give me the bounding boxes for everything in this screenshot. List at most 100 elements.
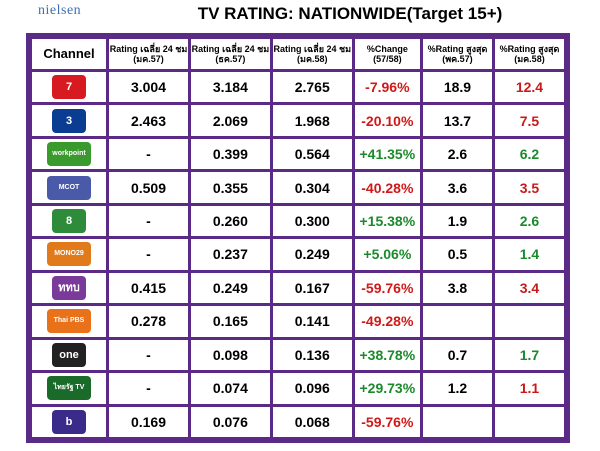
rating-jan57-cell: - [109,339,188,371]
rating-jan58-cell: 0.249 [272,239,352,270]
channel-logo-cell: b [32,406,106,437]
peak58-cell: 1.1 [494,373,564,404]
channel-logo-cell: MCOT [32,172,106,203]
channel-logo-icon: one [52,342,86,367]
change-cell: +15.38% [354,205,420,237]
change-cell: +29.73% [354,373,420,404]
peak57-cell: 2.6 [422,138,492,170]
header-change: %Change (57/58) [354,39,420,69]
channel-logo-cell: 3 [32,105,106,136]
rating-table: Channel Rating เฉลี่ย 24 ชม (มค.57) Rati… [29,36,567,440]
nielsen-logo: nielsen [38,3,82,18]
header-rating-dec57: Rating เฉลี่ย 24 ชม (ธค.57) [191,39,270,69]
rating-jan58-cell: 0.141 [272,306,352,337]
table-row: ไทยรัฐ TV -0.074 0.096 +29.73% 1.2 1.1 [32,373,564,404]
rating-jan58-cell: 2.765 [272,72,352,103]
channel-logo-cell: MONO29 [32,239,106,270]
channel-logo-icon: 3 [52,108,86,133]
table-row: 8-0.260 0.300 +15.38% 1.9 2.6 [32,205,564,237]
rating-jan58-cell: 0.096 [272,373,352,404]
change-cell: +5.06% [354,239,420,270]
peak57-cell: 1.9 [422,205,492,237]
channel-logo-cell: ททบ [32,272,106,304]
peak58-cell: 7.5 [494,105,564,136]
rating-jan58-cell: 0.167 [272,272,352,304]
peak58-cell: 2.6 [494,205,564,237]
rating-jan57-cell: 0.415 [109,272,188,304]
table-row: ททบ 0.415 0.249 0.167 -59.76% 3.8 3.4 [32,272,564,304]
change-cell: -7.96% [354,72,420,103]
table-row: 3 2.463 2.069 1.968 -20.10% 13.7 7.5 [32,105,564,136]
rating-jan57-cell: - [109,205,188,237]
rating-jan58-cell: 0.304 [272,172,352,203]
change-cell: -59.76% [354,406,420,437]
channel-logo-icon: ไทยรัฐ TV [47,376,91,401]
channel-logo-cell: workpoint [32,138,106,170]
table-body: 7 3.004 3.184 2.765 -7.96% 18.9 12.4 3 2.463 2.06… [32,72,564,437]
change-cell: -20.10% [354,105,420,136]
rating-dec57-cell: 3.184 [191,72,270,103]
header-channel: Channel [32,39,106,69]
peak57-cell: 0.7 [422,339,492,371]
rating-dec57-cell: 0.076 [191,406,270,437]
peak58-cell: 1.7 [494,339,564,371]
peak58-cell: 6.2 [494,138,564,170]
rating-dec57-cell: 0.074 [191,373,270,404]
table-row: Thai PBS 0.278 0.165 0.141 -49.28% [32,306,564,337]
channel-logo-icon: b [52,409,86,434]
peak58-cell: 3.5 [494,172,564,203]
rating-dec57-cell: 0.249 [191,272,270,304]
table-header-row: Channel Rating เฉลี่ย 24 ชม (มค.57) Rati… [32,39,564,69]
rating-jan58-cell: 0.068 [272,406,352,437]
table-row: one -0.098 0.136 +38.78% 0.7 1.7 [32,339,564,371]
peak58-cell: 3.4 [494,272,564,304]
channel-logo-icon: 8 [52,209,86,234]
rating-dec57-cell: 0.237 [191,239,270,270]
peak58-cell [494,306,564,337]
rating-dec57-cell: 0.355 [191,172,270,203]
rating-jan58-cell: 0.564 [272,138,352,170]
table-row: MCOT 0.509 0.355 0.304 -40.28% 3.6 3.5 [32,172,564,203]
channel-logo-cell: 7 [32,72,106,103]
channel-logo-cell: ไทยรัฐ TV [32,373,106,404]
change-cell: +38.78% [354,339,420,371]
header-peak57: %Rating สูงสุด (พค.57) [422,39,492,69]
change-cell: -40.28% [354,172,420,203]
channel-logo-cell: 8 [32,205,106,237]
table-row: workpoint -0.399 0.564 +41.35% 2.6 6.2 [32,138,564,170]
rating-jan58-cell: 0.300 [272,205,352,237]
peak57-cell [422,406,492,437]
peak57-cell: 3.8 [422,272,492,304]
rating-dec57-cell: 0.399 [191,138,270,170]
header-rating-jan57: Rating เฉลี่ย 24 ชม (มค.57) [109,39,188,69]
channel-logo-icon: ททบ [52,275,86,300]
rating-jan57-cell: 0.509 [109,172,188,203]
channel-logo-icon: MONO29 [47,242,91,267]
rating-jan57-cell: 3.004 [109,72,188,103]
peak58-cell [494,406,564,437]
channel-logo-icon: 7 [52,75,86,100]
channel-logo-icon: workpoint [47,142,91,167]
channel-logo-icon: MCOT [47,175,91,200]
rating-dec57-cell: 0.165 [191,306,270,337]
table-row: 7 3.004 3.184 2.765 -7.96% 18.9 12.4 [32,72,564,103]
peak57-cell [422,306,492,337]
rating-jan57-cell: 0.278 [109,306,188,337]
peak57-cell: 0.5 [422,239,492,270]
peak57-cell: 13.7 [422,105,492,136]
header-rating-jan58: Rating เฉลี่ย 24 ชม (มค.58) [272,39,352,69]
rating-dec57-cell: 0.260 [191,205,270,237]
change-cell: -59.76% [354,272,420,304]
change-cell: -49.28% [354,306,420,337]
peak57-cell: 3.6 [422,172,492,203]
chart-title: TV RATING: NATIONWIDE(Target 15+) [197,4,503,23]
channel-logo-cell: Thai PBS [32,306,106,337]
table-row: MONO29-0.237 0.249 +5.06% 0.5 1.4 [32,239,564,270]
channel-logo-cell: one [32,339,106,371]
channel-logo-icon: Thai PBS [47,309,91,334]
change-cell: +41.35% [354,138,420,170]
rating-jan57-cell: 2.463 [109,105,188,136]
rating-jan57-cell: - [109,373,188,404]
header-peak58: %Rating สูงสุด (มค.58) [494,39,564,69]
rating-dec57-cell: 0.098 [191,339,270,371]
